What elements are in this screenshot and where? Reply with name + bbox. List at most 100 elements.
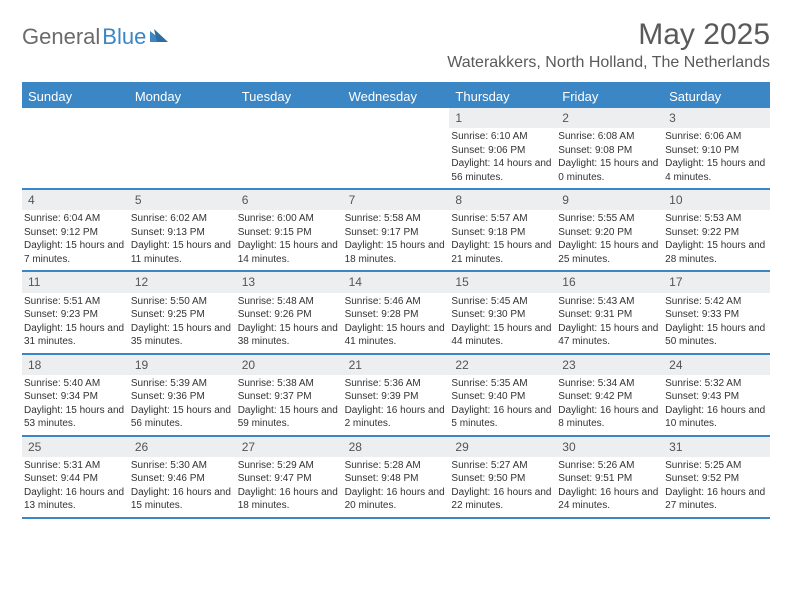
daylight-text: Daylight: 15 hours and 28 minutes.: [665, 239, 766, 266]
sunset-text: Sunset: 9:39 PM: [345, 390, 446, 404]
day-number: 30: [556, 437, 663, 457]
day-cell: 11Sunrise: 5:51 AMSunset: 9:23 PMDayligh…: [22, 272, 129, 352]
day-cell: 10Sunrise: 5:53 AMSunset: 9:22 PMDayligh…: [663, 190, 770, 270]
daylight-text: Daylight: 15 hours and 50 minutes.: [665, 322, 766, 349]
day-cell: [129, 108, 236, 188]
day-body: Sunrise: 5:39 AMSunset: 9:36 PMDaylight:…: [129, 376, 236, 435]
week-row: 11 Sunrise: 5:51 AMSunset: 9:23 PM Dayligh…: [22, 272, 770, 354]
sunset-text: Sunset: 9:42 PM: [558, 390, 659, 404]
sunset-text: Sunset: 9:12 PM: [24, 226, 125, 240]
day-cell: 25Sunrise: 5:31 AMSunset: 9:44 PMDayligh…: [22, 437, 129, 517]
day-body: Sunrise: 6:06 AMSunset: 9:10 PMDaylight:…: [663, 129, 770, 188]
sunrise-text: Sunrise: 5:51 AM: [24, 295, 125, 309]
day-cell: 20Sunrise: 5:38 AMSunset: 9:37 PMDayligh…: [236, 355, 343, 435]
week-row: 4Sunrise: 6:04 AMSunset: 9:12 PMDaylight…: [22, 190, 770, 272]
sunset-text: Sunset: 9:47 PM: [238, 472, 339, 486]
sunset-text: Sunset: 9:31 PM: [558, 308, 659, 322]
day-cell: 19Sunrise: 5:39 AMSunset: 9:36 PMDayligh…: [129, 355, 236, 435]
daylight-text: Daylight: 15 hours and 25 minutes.: [558, 239, 659, 266]
dayname: Saturday: [663, 85, 770, 108]
sunset-text: Sunset: 9:15 PM: [238, 226, 339, 240]
sunset-text: Sunset: 9:30 PM: [451, 308, 552, 322]
daylight-text: Daylight: 16 hours and 10 minutes.: [665, 404, 766, 431]
day-number: 12: [129, 272, 236, 292]
day-number: 29: [449, 437, 556, 457]
day-body: Sunrise: 5:38 AMSunset: 9:37 PMDaylight:…: [236, 376, 343, 435]
day-number: 2: [556, 108, 663, 128]
day-cell: 9Sunrise: 5:55 AMSunset: 9:20 PMDaylight…: [556, 190, 663, 270]
sunset-text: Sunset: 9:23 PM: [24, 308, 125, 322]
week-row: 25Sunrise: 5:31 AMSunset: 9:44 PMDayligh…: [22, 437, 770, 519]
sunrise-text: Sunrise: 6:02 AM: [131, 212, 232, 226]
day-body: Sunrise: 5:35 AMSunset: 9:40 PMDaylight:…: [449, 376, 556, 435]
day-cell: 22Sunrise: 5:35 AMSunset: 9:40 PMDayligh…: [449, 355, 556, 435]
sunset-text: Sunset: 9:40 PM: [451, 390, 552, 404]
day-number: 22: [449, 355, 556, 375]
day-cell: 17Sunrise: 5:42 AMSunset: 9:33 PMDayligh…: [663, 272, 770, 352]
sunset-text: Sunset: 9:22 PM: [665, 226, 766, 240]
day-cell: 1Sunrise: 6:10 AMSunset: 9:06 PMDaylight…: [449, 108, 556, 188]
sunrise-text: Sunrise: 5:32 AM: [665, 377, 766, 391]
day-body: Sunrise: 5:53 AMSunset: 9:22 PMDaylight:…: [663, 211, 770, 270]
sunrise-text: Sunrise: 6:00 AM: [238, 212, 339, 226]
day-number: 27: [236, 437, 343, 457]
day-number: 17: [663, 272, 770, 292]
sunset-text: Sunset: 9:37 PM: [238, 390, 339, 404]
daylight-text: Daylight: 15 hours and 38 minutes.: [238, 322, 339, 349]
day-cell: [22, 108, 129, 188]
sunrise-text: Sunrise: 5:36 AM: [345, 377, 446, 391]
day-cell: 12Sunrise: 5:50 AMSunset: 9:25 PMDayligh…: [129, 272, 236, 352]
day-cell: 13Sunrise: 5:48 AMSunset: 9:26 PMDayligh…: [236, 272, 343, 352]
day-cell: 4Sunrise: 6:04 AMSunset: 9:12 PMDaylight…: [22, 190, 129, 270]
day-cell: 28Sunrise: 5:28 AMSunset: 9:48 PMDayligh…: [343, 437, 450, 517]
sunrise-text: Sunrise: 6:10 AM: [451, 130, 552, 144]
dayname: Thursday: [449, 85, 556, 108]
day-body: Sunrise: 5:50 AMSunset: 9:25 PMDaylight:…: [129, 294, 236, 353]
day-cell: 7Sunrise: 5:58 AMSunset: 9:17 PMDaylight…: [343, 190, 450, 270]
triangle-icon: [150, 26, 172, 47]
day-header-row: Sunday Monday Tuesday Wednesday Thursday…: [22, 85, 770, 108]
sunrise-text: Sunrise: 5:31 AM: [24, 459, 125, 473]
sunrise-text: Sunrise: 5:27 AM: [451, 459, 552, 473]
sunset-text: Sunset: 9:46 PM: [131, 472, 232, 486]
dayname: Friday: [556, 85, 663, 108]
sunrise-text: Sunrise: 5:50 AM: [131, 295, 232, 309]
day-body: Sunrise: 5:36 AMSunset: 9:39 PMDaylight:…: [343, 376, 450, 435]
day-body: Sunrise: 5:43 AMSunset: 9:31 PMDaylight:…: [556, 294, 663, 353]
sunrise-text: Sunrise: 5:40 AM: [24, 377, 125, 391]
day-number: 3: [663, 108, 770, 128]
sunset-text: Sunset: 9:48 PM: [345, 472, 446, 486]
day-cell: 6Sunrise: 6:00 AMSunset: 9:15 PMDaylight…: [236, 190, 343, 270]
day-body: Sunrise: 6:08 AMSunset: 9:08 PMDaylight:…: [556, 129, 663, 188]
sunrise-text: Sunrise: 5:53 AM: [665, 212, 766, 226]
day-cell: 23Sunrise: 5:34 AMSunset: 9:42 PMDayligh…: [556, 355, 663, 435]
daylight-text: Daylight: 15 hours and 41 minutes.: [345, 322, 446, 349]
sunset-text: Sunset: 9:26 PM: [238, 308, 339, 322]
day-number: 11: [22, 272, 129, 292]
daylight-text: Daylight: 15 hours and 4 minutes.: [665, 157, 766, 184]
daylight-text: Daylight: 16 hours and 8 minutes.: [558, 404, 659, 431]
sunset-text: Sunset: 9:17 PM: [345, 226, 446, 240]
dayname: Tuesday: [236, 85, 343, 108]
daylight-text: Daylight: 15 hours and 35 minutes.: [131, 322, 232, 349]
sunset-text: Sunset: 9:18 PM: [451, 226, 552, 240]
sunset-text: Sunset: 9:20 PM: [558, 226, 659, 240]
day-cell: 5Sunrise: 6:02 AMSunset: 9:13 PMDaylight…: [129, 190, 236, 270]
sunset-text: Sunset: 9:34 PM: [24, 390, 125, 404]
dayname: Sunday: [22, 85, 129, 108]
day-number: 31: [663, 437, 770, 457]
day-number: 7: [343, 190, 450, 210]
sunrise-text: Sunrise: 5:43 AM: [558, 295, 659, 309]
day-body: Sunrise: 5:30 AMSunset: 9:46 PMDaylight:…: [129, 458, 236, 517]
day-number: 6: [236, 190, 343, 210]
logo-text-blue: Blue: [102, 24, 146, 50]
day-body: Sunrise: 5:34 AMSunset: 9:42 PMDaylight:…: [556, 376, 663, 435]
sunrise-text: Sunrise: 5:28 AM: [345, 459, 446, 473]
day-body: Sunrise: 5:48 AMSunset: 9:26 PMDaylight:…: [236, 294, 343, 353]
day-cell: 21Sunrise: 5:36 AMSunset: 9:39 PMDayligh…: [343, 355, 450, 435]
week-row: 18Sunrise: 5:40 AMSunset: 9:34 PMDayligh…: [22, 355, 770, 437]
sunrise-text: Sunrise: 6:04 AM: [24, 212, 125, 226]
day-body: Sunrise: 6:04 AMSunset: 9:12 PMDaylight:…: [22, 211, 129, 270]
day-cell: 27Sunrise: 5:29 AMSunset: 9:47 PMDayligh…: [236, 437, 343, 517]
dayname: Monday: [129, 85, 236, 108]
